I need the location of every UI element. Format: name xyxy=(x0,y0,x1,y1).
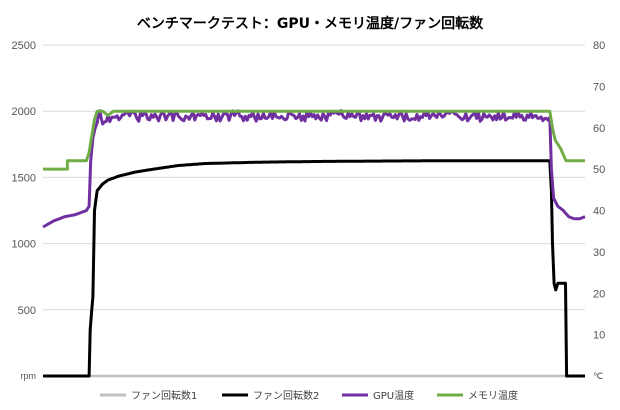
y-left-unit-label: rpm xyxy=(21,371,37,381)
chart-title: ベンチマークテスト：GPU・メモリ温度/ファン回転数 xyxy=(137,15,484,32)
legend: ファン回転数1 ファン回転数2 GPU温度 メモリ温度 xyxy=(100,389,518,402)
legend-label: ファン回転数1 xyxy=(131,389,197,402)
y-left-tick-label: 1000 xyxy=(12,239,36,251)
y-left-tick-label: 2000 xyxy=(12,106,36,118)
y-right-tick-label: 20 xyxy=(593,288,605,300)
y-left-tick-label: 500 xyxy=(18,305,36,317)
y-right-tick-label: 30 xyxy=(593,247,605,259)
y-right-tick-label: 70 xyxy=(593,81,605,93)
series-layer xyxy=(42,109,586,378)
series-line xyxy=(43,109,585,171)
y-left-tick-label: 1500 xyxy=(12,172,36,184)
legend-label: メモリ温度 xyxy=(468,389,518,402)
y-right-tick-label: 10 xyxy=(593,330,605,342)
legend-label: GPU温度 xyxy=(373,389,414,402)
y-right-tick-label: 60 xyxy=(593,123,605,135)
y-right-tick-label: 50 xyxy=(593,164,605,176)
y-right-unit-label: ℃ xyxy=(593,371,603,381)
legend-label: ファン回転数2 xyxy=(253,389,319,402)
series-line xyxy=(42,109,586,229)
grid xyxy=(43,44,585,311)
y-right-tick-label: 80 xyxy=(593,40,605,52)
y-left-tick-label: 2500 xyxy=(12,40,36,52)
series-line xyxy=(43,159,585,378)
y-right-tick-label: 40 xyxy=(593,206,605,218)
axes: 500 1000 1500 2000 2500 10 20 30 40 50 60 70 80 rpm ℃ xyxy=(12,40,606,381)
